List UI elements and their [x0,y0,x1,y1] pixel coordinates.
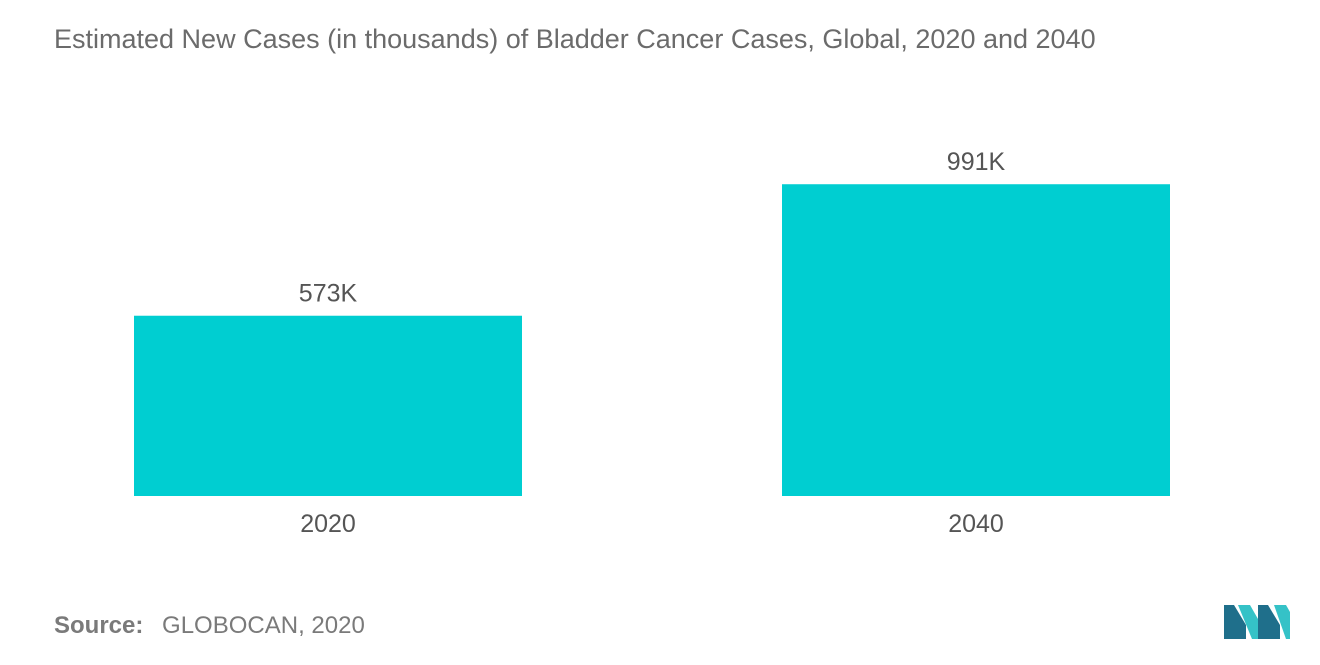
bar-2040 [782,184,1170,497]
x-tick-label-2040: 2040 [948,510,1004,538]
source-label: Source: [54,612,144,639]
chart-title: Estimated New Cases (in thousands) of Bl… [54,24,1096,54]
bar-chart: 573K 2020 991K 2040 [134,148,1170,538]
mordor-intelligence-logo-icon [1224,605,1290,639]
data-label-2040: 991K [947,148,1006,176]
data-label-2020: 573K [299,280,358,308]
source-note: Source: GLOBOCAN, 2020 [54,612,365,640]
source-text: GLOBOCAN, 2020 [162,612,365,639]
x-tick-label-2020: 2020 [300,510,356,538]
bar-2020 [134,315,522,496]
